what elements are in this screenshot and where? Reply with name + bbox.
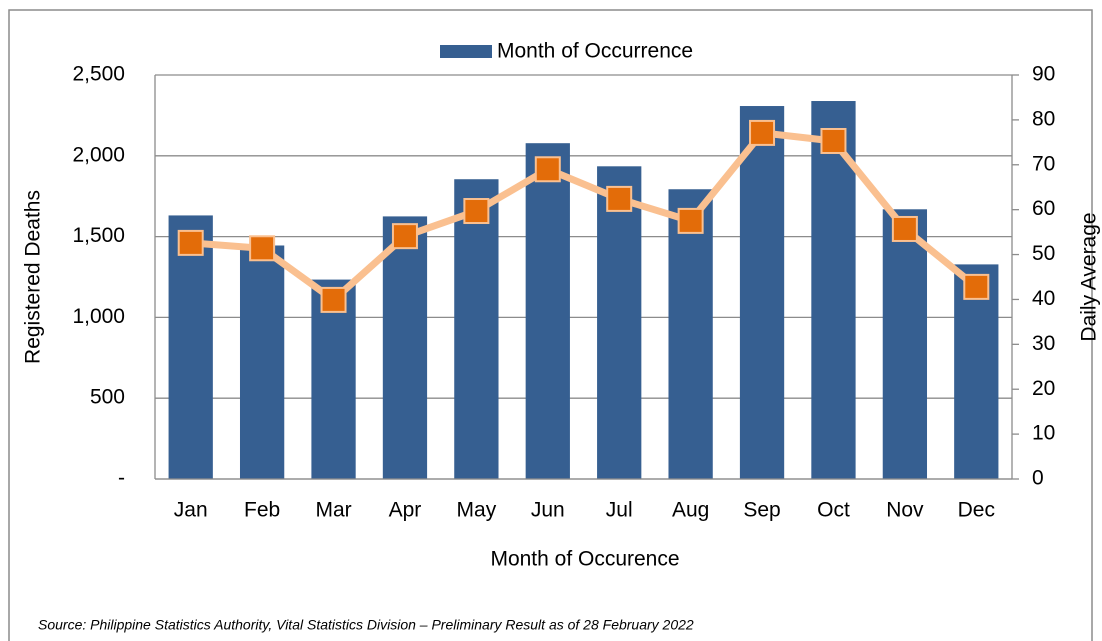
bar [597,166,642,479]
source-note: Source: Philippine Statistics Authority,… [38,617,694,633]
x-tick-label: Feb [244,499,280,522]
y2-tick-label: 70 [1032,152,1055,175]
bar [882,209,928,479]
y2-tick-label: 80 [1032,107,1055,130]
line-marker [249,235,276,262]
y2-tick-label: 20 [1032,377,1055,400]
x-tick-label: Jul [606,499,633,522]
y2-tick-label: 40 [1032,287,1055,310]
y2-tick-label: 10 [1032,422,1055,445]
line-marker [891,215,918,242]
x-tick-label: May [457,499,497,522]
x-tick-label: Oct [817,499,850,522]
y-axis-title: Registered Deaths [22,190,45,364]
y-tick-label: 2,500 [72,63,125,86]
x-tick-label: Jan [174,499,208,522]
line-marker [177,229,204,256]
x-tick-label: Dec [958,499,995,522]
y2-tick-label: 30 [1032,332,1055,355]
y2-tick-label: 0 [1032,467,1044,490]
y-tick-label: 1,500 [72,224,125,247]
line-marker [391,223,418,250]
line-marker [320,286,347,313]
x-tick-label: Aug [672,499,709,522]
bar [525,143,570,480]
bar [382,216,428,479]
bar [168,215,213,479]
bar [668,189,713,479]
x-tick-label: Sep [743,499,780,522]
y2-tick-label: 90 [1032,63,1055,86]
y-tick-label: 1,000 [72,305,125,328]
line-marker [463,198,490,225]
line-marker [820,127,847,154]
x-axis-title: Month of Occurence [490,548,679,571]
y-tick-label: - [118,467,125,490]
line-marker [749,119,776,146]
legend-label: Month of Occurrence [497,40,693,63]
line-marker [963,273,990,300]
x-tick-label: Jun [531,499,565,522]
x-tick-label: Nov [886,499,924,522]
y-tick-label: 2,000 [72,143,125,166]
line-marker [606,185,633,212]
y2-tick-label: 50 [1032,242,1055,265]
bar [739,106,785,480]
y-tick-label: 500 [90,386,125,409]
line-marker [534,156,561,183]
y2-axis-title: Daily Average [1078,212,1101,341]
bar [454,179,499,479]
legend-swatch [440,45,492,58]
bar [954,264,999,479]
bar [239,245,285,479]
x-tick-label: Mar [315,499,351,522]
line-marker [677,207,704,234]
x-tick-label: Apr [389,499,422,522]
y2-tick-label: 60 [1032,197,1055,220]
